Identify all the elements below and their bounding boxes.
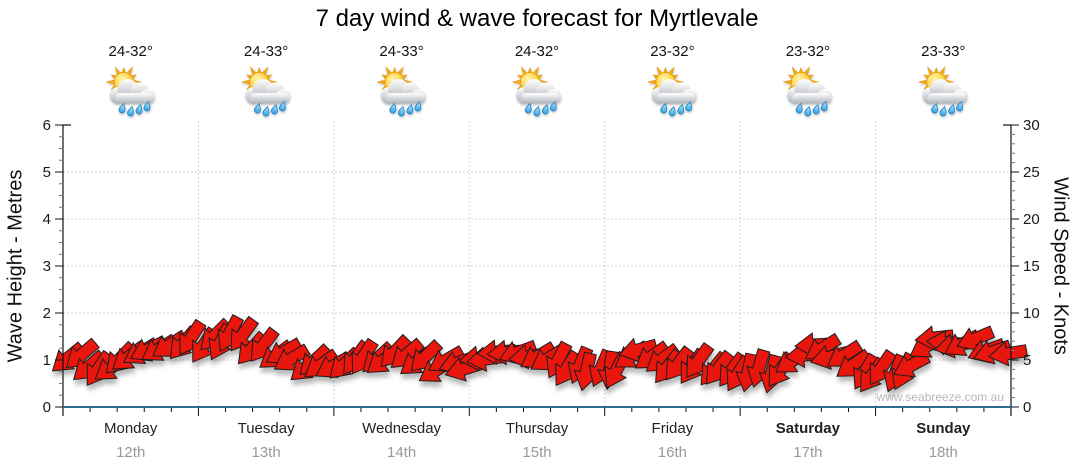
left-axis-tick-label: 0 [43,399,51,416]
day-date-label: 12th [116,444,146,461]
left-axis-tick-label: 3 [43,258,51,275]
day-date-label: 17th [793,444,823,461]
day-date-label: 15th [522,444,552,461]
day-date-label: 16th [657,444,687,461]
day-date-label: 18th [928,444,958,461]
wind-arrow [988,341,1028,367]
right-axis-tick-label: 15 [1023,258,1040,275]
left-axis-tick-label: 4 [43,211,51,228]
right-axis-tick-label: 20 [1023,211,1040,228]
day-temp-label: 23-32° [650,43,695,60]
wind-arrow [230,315,260,352]
weather-icon-partly-cloudy-showers [376,66,426,118]
day-name-label: Monday [104,420,158,437]
left-axis-tick-label: 6 [43,117,51,134]
axes [62,124,1012,416]
day-name-label: Thursday [505,420,569,437]
day-temp-label: 23-32° [785,43,831,60]
day-name-label: Friday [651,420,694,437]
wind-arrow [273,343,311,371]
wind-arrows [51,314,1028,394]
day-temp-label: 24-33° [243,43,289,60]
right-axis-tick-label: 10 [1023,305,1040,322]
day-name-label: Wednesday [362,420,442,437]
wind-arrow [618,337,659,363]
right-axis-tick-label: 5 [1023,352,1031,369]
left-axis-tick-label: 5 [43,164,51,181]
watermark: www.seabreeze.com.au [876,390,1004,404]
day-name-label: Tuesday [237,420,295,437]
weather-icon-partly-cloudy-showers [512,66,562,118]
weather-icons [105,66,968,118]
right-axis-tick-label: 30 [1023,117,1040,134]
day-temp-label: 24-33° [379,43,424,60]
weather-icon-partly-cloudy-showers [105,66,156,118]
day-date-label: 13th [251,444,281,461]
weather-icon-partly-cloudy-showers [918,66,968,118]
weather-icon-partly-cloudy-showers [241,66,291,118]
day-temp-label: 24-32° [108,43,153,60]
right-axis-tick-label: 25 [1023,164,1040,181]
chart-title: 7 day wind & wave forecast for Myrtleval… [315,5,759,32]
tick-marks [55,124,1019,416]
left-axis-tick-label: 2 [43,305,51,322]
weather-icon-partly-cloudy-showers [647,66,697,118]
left-axis-tick-label: 1 [43,352,51,369]
weather-icon-partly-cloudy-showers [782,66,833,118]
day-name-label: Sunday [916,420,971,437]
wind-arrow [65,337,100,369]
day-name-label: Saturday [775,420,840,437]
day-date-label: 14th [386,444,417,461]
day-temp-label: 23-33° [921,43,966,60]
tick-labels: 0 1 2 3 4 5 6 0 5 10 15 20 25 30 [43,117,1040,416]
day-temp-label: 24-32° [514,43,560,60]
right-axis-tick-label: 0 [1023,399,1031,416]
